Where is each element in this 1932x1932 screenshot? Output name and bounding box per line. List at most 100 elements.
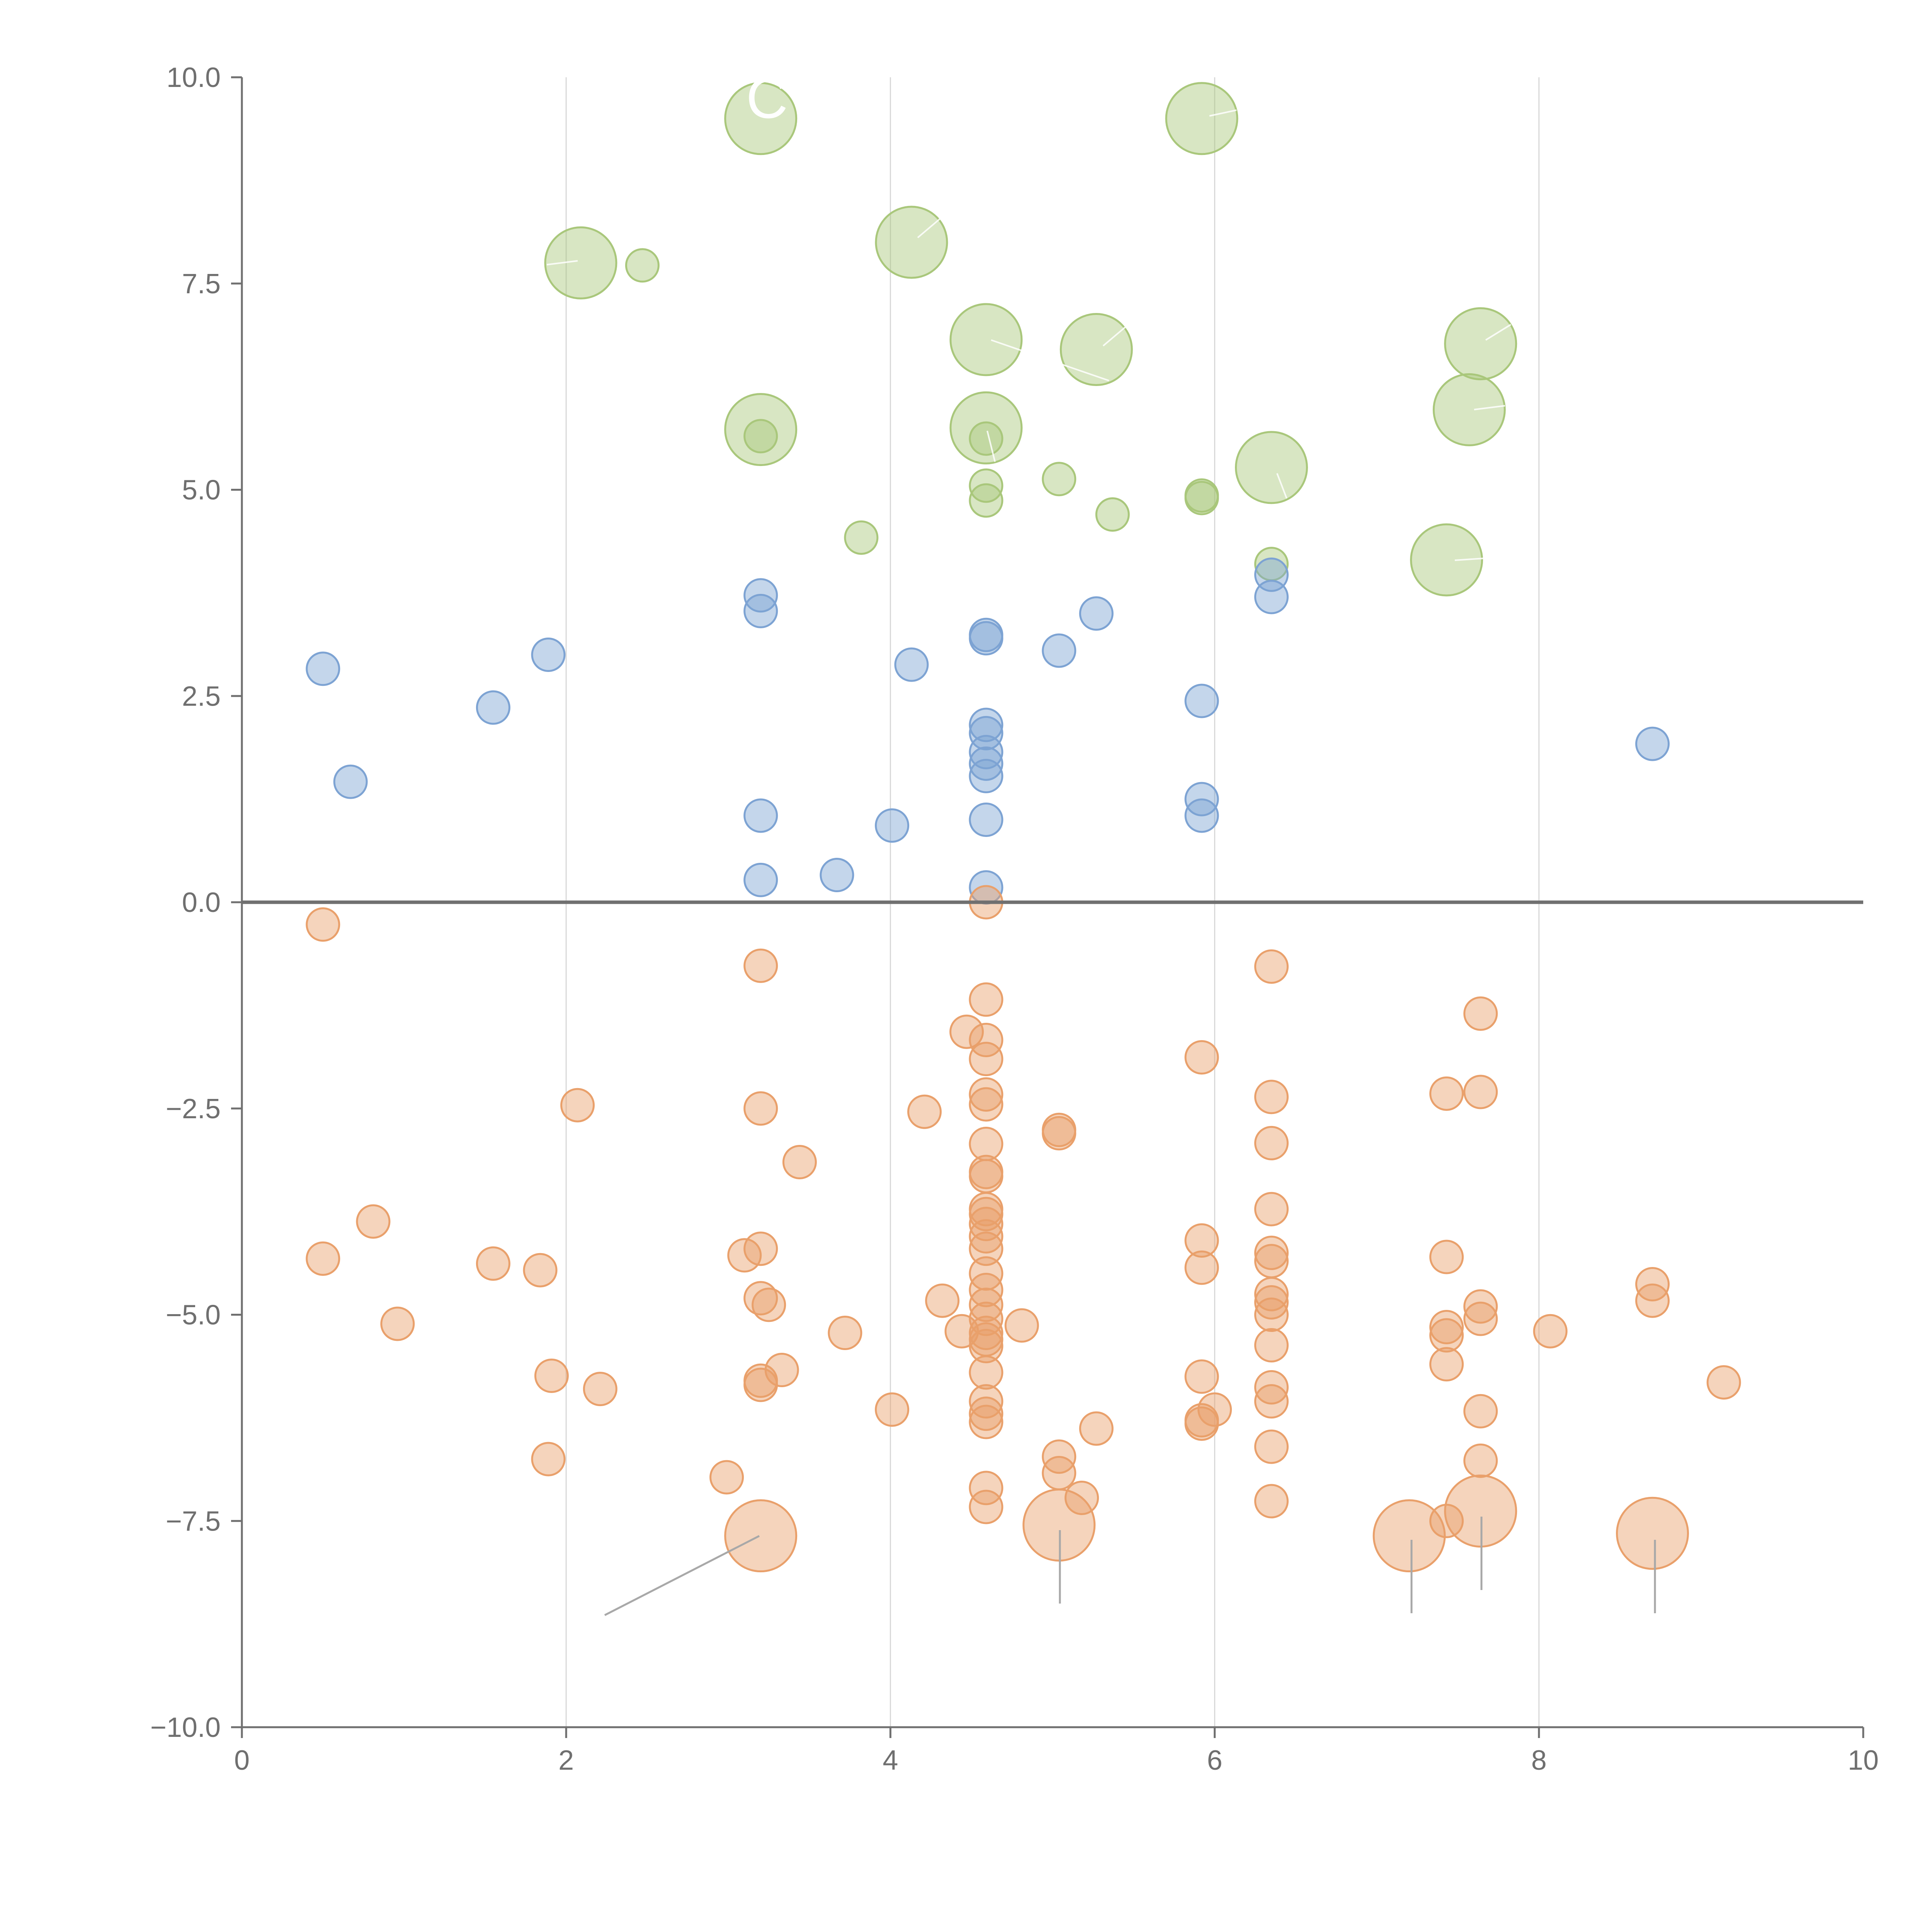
data-point-mid [1254, 580, 1289, 614]
data-point-low [969, 1077, 1003, 1112]
data-point-mid [531, 638, 566, 672]
data-point-mid [1184, 798, 1219, 833]
data-point-low [752, 1287, 786, 1322]
annotations: C [242, 65, 1863, 1616]
data-point-low [1254, 1244, 1289, 1279]
data-point-high [1042, 462, 1077, 497]
data-point-mid [894, 647, 929, 682]
data-point-high [969, 468, 1003, 503]
data-point-low [1254, 1277, 1289, 1311]
data-point-low [969, 1471, 1003, 1505]
data-point-high [724, 393, 798, 466]
y-tick-label: −10.0 [150, 1712, 221, 1743]
data-point-low [1042, 1456, 1077, 1490]
data-point-low [1463, 1301, 1498, 1336]
data-point-low [583, 1372, 617, 1406]
data-point-low [782, 1145, 817, 1180]
data-point-low [969, 1159, 1003, 1194]
data-point-low [709, 1460, 744, 1495]
data-point-high [625, 248, 660, 283]
data-point-low [306, 907, 340, 942]
data-point-low [306, 1241, 340, 1276]
data-point-low [560, 1088, 595, 1122]
y-tick-label: −2.5 [166, 1094, 221, 1124]
data-point-low [1042, 1116, 1077, 1151]
data-point-low [1254, 1126, 1289, 1160]
data-point-high [1444, 307, 1517, 381]
data-point-low [1184, 1250, 1219, 1285]
data-point-low [1429, 1240, 1464, 1274]
data-point-mid [743, 862, 778, 897]
data-point-low [1254, 1484, 1289, 1519]
data-point-low [1706, 1365, 1741, 1400]
x-tick-label: 8 [1531, 1745, 1547, 1776]
data-point-low [724, 1499, 798, 1573]
data-point-low [949, 1014, 984, 1049]
data-point-high [743, 419, 778, 454]
data-point-high [844, 520, 879, 555]
data-point-low [743, 948, 778, 983]
data-point-high [1410, 523, 1483, 597]
data-point-low [969, 1231, 1003, 1266]
x-tick-label: 4 [883, 1745, 898, 1776]
data-point-mid [1184, 684, 1219, 718]
data-point-mid [1635, 726, 1670, 761]
data-point-mid [743, 594, 778, 628]
leader-line-light-5 [1102, 324, 1129, 347]
y-tick-label: 0.0 [182, 887, 221, 918]
data-point-low [1254, 1235, 1289, 1270]
data-point-low [476, 1246, 510, 1281]
data-point-low [1429, 1318, 1464, 1353]
data-point-high [875, 206, 948, 279]
data-point-low [969, 1042, 1003, 1077]
x-tick-label: 0 [234, 1745, 250, 1776]
data-point-mid [969, 746, 1003, 781]
leader-line-light-3 [1209, 109, 1237, 117]
data-point-mid [969, 759, 1003, 793]
y-tick-label: 7.5 [182, 269, 221, 299]
data-point-low [969, 1405, 1003, 1439]
data-point-low [925, 1283, 960, 1318]
leader-line-light-8 [986, 430, 996, 462]
data-point-low [969, 1219, 1003, 1254]
data-point-low [764, 1353, 799, 1388]
data-point-low [969, 1301, 1003, 1336]
data-point-mid [333, 764, 368, 799]
data-point-low [1184, 1223, 1219, 1258]
data-point-low [1004, 1308, 1039, 1343]
data-point-low [356, 1204, 391, 1239]
data-point-low [969, 1384, 1003, 1419]
data-point-mid [969, 803, 1003, 837]
data-point-high [969, 483, 1003, 518]
data-point-low [1254, 1384, 1289, 1419]
y-tick-label: 10.0 [167, 62, 221, 93]
data-point-low [1463, 1289, 1498, 1324]
data-point-high [1184, 481, 1219, 515]
data-point-low [969, 1355, 1003, 1390]
data-point-low [828, 1315, 862, 1350]
leader-line-light-7 [1474, 405, 1505, 410]
data-point-low [531, 1442, 566, 1476]
data-point-high [724, 82, 798, 155]
data-point-low [523, 1253, 558, 1287]
data-point-high [1165, 82, 1238, 155]
data-point-low [1184, 1040, 1219, 1075]
data-point-low [1254, 1285, 1289, 1320]
data-point-low [1079, 1411, 1114, 1446]
data-point-low [1635, 1283, 1670, 1318]
data-point-low [534, 1358, 569, 1393]
data-point-low [907, 1094, 942, 1129]
data-point-mid [820, 858, 854, 893]
data-point-mid [743, 798, 778, 833]
data-point-mid [306, 651, 340, 686]
data-point-mid [875, 808, 910, 843]
x-tick-label: 6 [1207, 1745, 1223, 1776]
y-tick-label: −7.5 [166, 1506, 221, 1537]
data-point-low [875, 1392, 910, 1427]
data-point-low [1463, 996, 1498, 1031]
data-point-low [1616, 1497, 1689, 1570]
data-point-high [1432, 373, 1506, 446]
data-point-low [1463, 1443, 1498, 1478]
annotation-label: C [746, 65, 788, 130]
data-point-low [969, 1272, 1003, 1307]
